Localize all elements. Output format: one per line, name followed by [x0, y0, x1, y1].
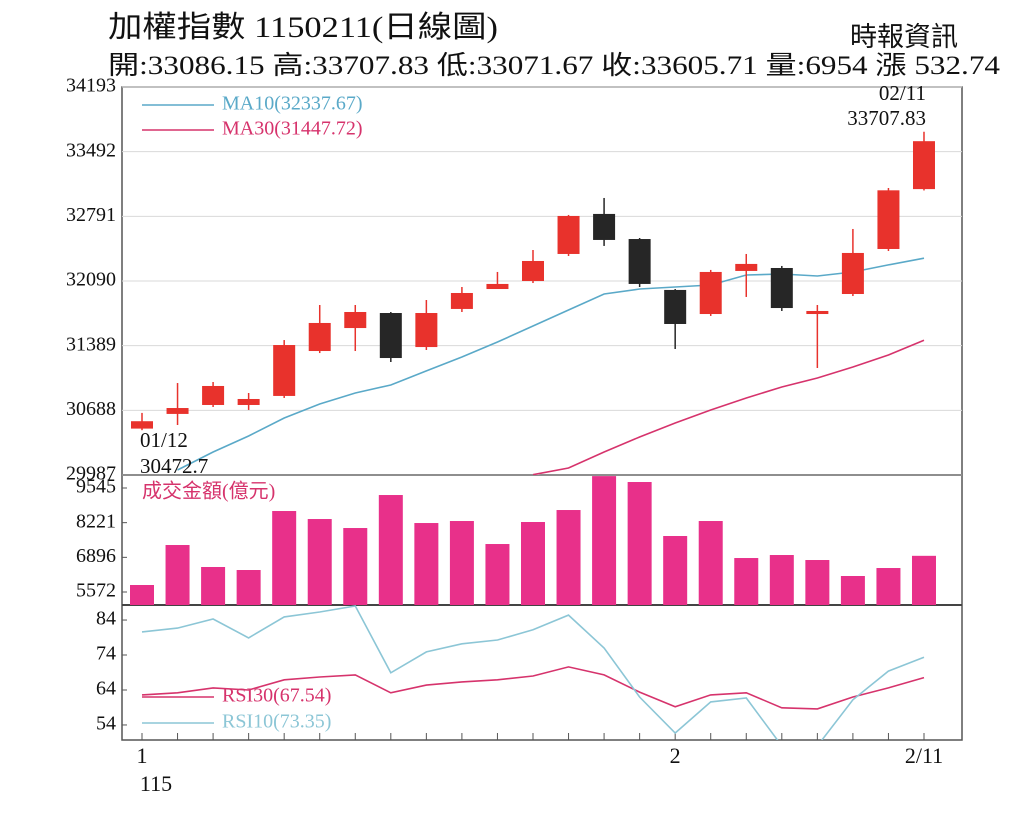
y-tick-label: 64: [96, 678, 116, 700]
bar: [805, 560, 830, 605]
legend-label: RSI30(67.54): [222, 685, 331, 707]
candle-body: [237, 398, 260, 405]
candle-body: [344, 311, 367, 329]
y-tick-label: 84: [96, 608, 116, 630]
line-series: [141, 605, 925, 740]
rsi-plot: [141, 605, 925, 740]
bar: [592, 476, 617, 605]
candle-body: [557, 215, 580, 254]
candle-body: [735, 263, 758, 271]
bar: [520, 522, 545, 605]
candle-body: [486, 283, 509, 290]
bar: [165, 545, 190, 605]
line-series: [177, 257, 925, 471]
info-line: 開:33086.15 高:33707.83 低:33071.67 收:33605…: [108, 51, 1000, 80]
bar: [876, 568, 901, 605]
line-series: [532, 339, 925, 475]
y-tick-label: 74: [96, 643, 116, 665]
x-year-label: 115: [140, 771, 172, 796]
candle-body: [308, 322, 331, 352]
bar: [272, 511, 297, 605]
bar: [414, 523, 439, 605]
annotation: 02/11: [879, 81, 926, 105]
price-plot: [131, 131, 935, 475]
x-tick-label: 1: [137, 743, 148, 768]
y-tick-label: 29987: [66, 463, 116, 485]
candle-body: [415, 313, 438, 348]
bar: [378, 495, 403, 605]
candle-body: [699, 271, 722, 315]
source: 時報資訊: [850, 22, 958, 52]
line-series: [141, 666, 925, 710]
candle-body: [379, 313, 402, 359]
candle-body: [628, 239, 651, 284]
y-tick-label: 9545: [76, 476, 116, 498]
chart-title: 加權指數 1150211(日線圖): [108, 11, 498, 44]
y-tick-label: 32090: [66, 269, 116, 291]
candle-body: [521, 260, 544, 281]
candle-body: [202, 385, 225, 405]
y-tick-label: 33492: [66, 139, 116, 161]
x-tick-label: 2: [670, 743, 681, 768]
candle-body: [912, 141, 935, 190]
bar: [307, 519, 332, 605]
y-tick-label: 54: [96, 713, 116, 735]
plot-frame: [121, 86, 963, 741]
candle-body: [877, 190, 900, 249]
annotation: 30472.7: [140, 454, 208, 478]
bar: [840, 576, 865, 605]
y-tick-label: 5572: [76, 580, 116, 602]
bar: [698, 521, 723, 605]
annotation: 33707.83: [847, 106, 926, 130]
candle-body: [273, 345, 296, 396]
legend-label: MA10(32337.67): [222, 93, 363, 115]
legend-label: RSI10(73.35): [222, 711, 331, 733]
bar: [769, 555, 794, 605]
y-tick-label: 8221: [76, 510, 116, 532]
bar: [343, 528, 368, 605]
panel-label: 成交金額(億元): [142, 480, 275, 503]
y-tick-label: 34193: [66, 75, 116, 97]
y-tick-label: 31389: [66, 333, 116, 355]
candle-body: [664, 289, 687, 324]
y-tick-label: 6896: [76, 545, 116, 567]
candle-body: [450, 292, 473, 309]
y-tick-label: 30688: [66, 398, 116, 420]
bar: [130, 585, 154, 605]
y-tick-label: 32791: [66, 204, 116, 226]
x-tick-label: 2/11: [905, 743, 943, 768]
bar: [911, 555, 936, 605]
bar: [627, 482, 652, 605]
volume-plot: [130, 476, 936, 605]
bar: [449, 521, 474, 605]
bar: [236, 570, 261, 605]
candle-body: [806, 310, 829, 315]
bar: [201, 566, 226, 605]
candle-body: [166, 408, 189, 414]
candle-body: [770, 267, 793, 309]
candle-body: [841, 252, 864, 295]
bar: [663, 536, 688, 605]
bar: [556, 510, 581, 605]
candle-body: [593, 213, 616, 240]
legend-label: MA30(31447.72): [222, 118, 363, 140]
annotation: 01/12: [140, 428, 188, 452]
candle-body: [131, 421, 153, 429]
bar: [485, 544, 510, 605]
bar: [734, 558, 759, 605]
